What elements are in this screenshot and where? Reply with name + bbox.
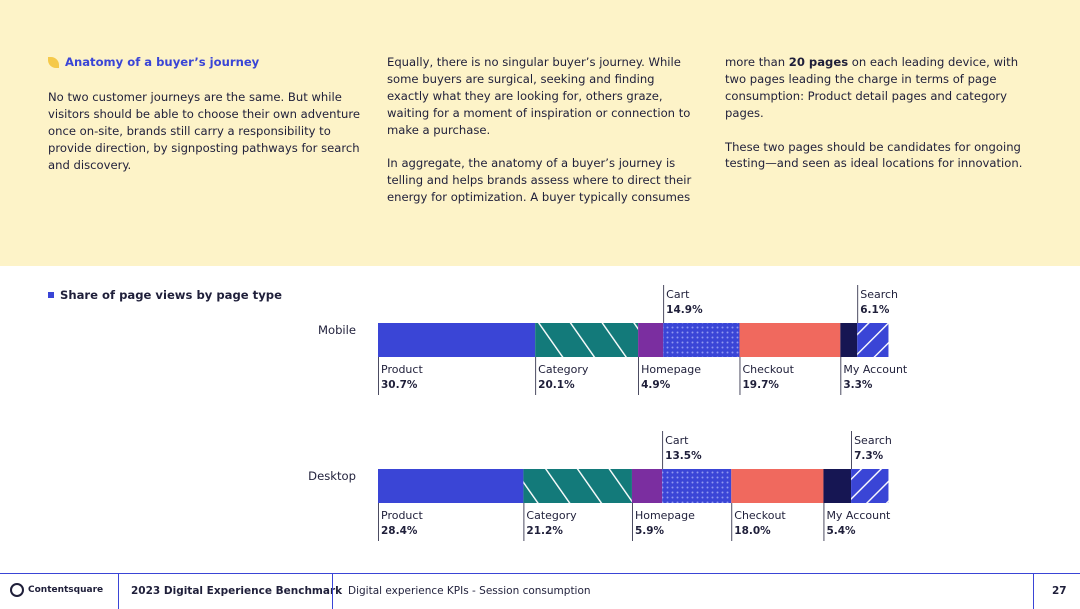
square-bullet-icon: [48, 292, 54, 298]
intro-panel: Anatomy of a buyer’s journey No two cust…: [0, 0, 1080, 266]
segment-value: 4.9%: [641, 379, 671, 391]
segment-value: 19.7%: [742, 379, 779, 391]
segment-value: 6.1%: [860, 304, 890, 316]
bar-segment-homepage-desktop: [631, 469, 663, 503]
segment-label: Checkout: [734, 509, 786, 522]
bar-segment-checkout-desktop: [731, 469, 824, 503]
segment-value: 30.7%: [381, 379, 418, 391]
footer-divider: [118, 574, 119, 609]
bar-segment-product-mobile: [378, 323, 536, 357]
intro-column-1: Anatomy of a buyer’s journey No two cust…: [48, 54, 360, 190]
bar-segment-cart-mobile: [663, 323, 740, 357]
segment-value: 5.9%: [635, 525, 665, 537]
segment-label: My Account: [826, 509, 891, 522]
segment-value: 28.4%: [381, 525, 418, 537]
bar-segment-homepage-mobile: [638, 323, 664, 357]
brand-name: Contentsquare: [28, 585, 104, 595]
footer-divider: [1033, 574, 1034, 609]
bar-segment-category-desktop: [523, 469, 632, 503]
intro-heading-text: Anatomy of a buyer’s journey: [65, 55, 260, 69]
category-label-desktop: Desktop: [308, 469, 356, 483]
segment-label: Homepage: [641, 363, 701, 376]
segment-label: Product: [381, 363, 423, 376]
intro-column-3: more than 20 pages on each leading devic…: [725, 54, 1037, 189]
footer: Contentsquare 2023 Digital Experience Be…: [0, 573, 1080, 609]
segment-label: Homepage: [635, 509, 695, 522]
text-run: more than: [725, 55, 789, 69]
segment-label: Cart: [666, 288, 690, 301]
segment-value: 13.5%: [665, 450, 702, 462]
highlight-text: 20 pages: [788, 55, 849, 69]
intro-paragraph: Equally, there is no singular buyer’s jo…: [387, 55, 691, 137]
segment-value: 14.9%: [666, 304, 703, 316]
segment-label: Product: [381, 509, 423, 522]
bar-segment-my-account-mobile: [840, 323, 858, 357]
bar-segment-search-mobile: [857, 323, 889, 357]
intro-column-2: Equally, there is no singular buyer’s jo…: [387, 54, 699, 223]
bar-segment-checkout-mobile: [739, 323, 841, 357]
report-title: 2023 Digital Experience Benchmark: [131, 585, 343, 597]
bar-segment-my-account-desktop: [823, 469, 852, 503]
segment-value: 3.3%: [843, 379, 873, 391]
chart-title: Share of page views by page type: [48, 288, 282, 302]
intro-heading: Anatomy of a buyer’s journey: [48, 54, 360, 71]
segment-label: Search: [860, 288, 898, 301]
footer-divider: [332, 574, 333, 609]
chart-title-text: Share of page views by page type: [60, 288, 282, 302]
logo-icon: [10, 583, 24, 597]
bar-segment-category-mobile: [535, 323, 639, 357]
segment-label: Search: [854, 434, 892, 447]
bar-segment-cart-desktop: [662, 469, 732, 503]
section-title: Digital experience KPIs - Session consum…: [348, 585, 591, 597]
segment-label: Cart: [665, 434, 689, 447]
brand-logo: Contentsquare: [10, 583, 103, 597]
category-label-mobile: Mobile: [318, 323, 356, 337]
stacked-bar-chart: Mobile Product 30.7% Category 20.1% Homepage 4…: [308, 285, 908, 541]
segment-label: Category: [526, 509, 577, 522]
segment-value: 7.3%: [854, 450, 884, 462]
leaf-icon: [48, 56, 59, 68]
segment-label: Checkout: [742, 363, 794, 376]
segment-value: 18.0%: [734, 525, 771, 537]
bar-segment-search-desktop: [851, 469, 889, 503]
segment-value: 20.1%: [538, 379, 575, 391]
text-run: on each leading device, with two pages l…: [725, 55, 1019, 120]
page-number: 27: [1052, 585, 1067, 597]
intro-paragraph: In aggregate, the anatomy of a buyer’s j…: [387, 156, 692, 205]
segment-label: My Account: [843, 363, 908, 376]
bar-segment-product-desktop: [378, 469, 524, 503]
intro-paragraph: No two customer journeys are the same. B…: [48, 89, 360, 172]
segment-value: 5.4%: [826, 525, 856, 537]
segment-value: 21.2%: [526, 525, 563, 537]
segment-label: Category: [538, 363, 589, 376]
intro-paragraph: more than 20 pages on each leading devic…: [725, 54, 1037, 122]
intro-paragraph: These two pages should be candidates for…: [725, 139, 1023, 171]
